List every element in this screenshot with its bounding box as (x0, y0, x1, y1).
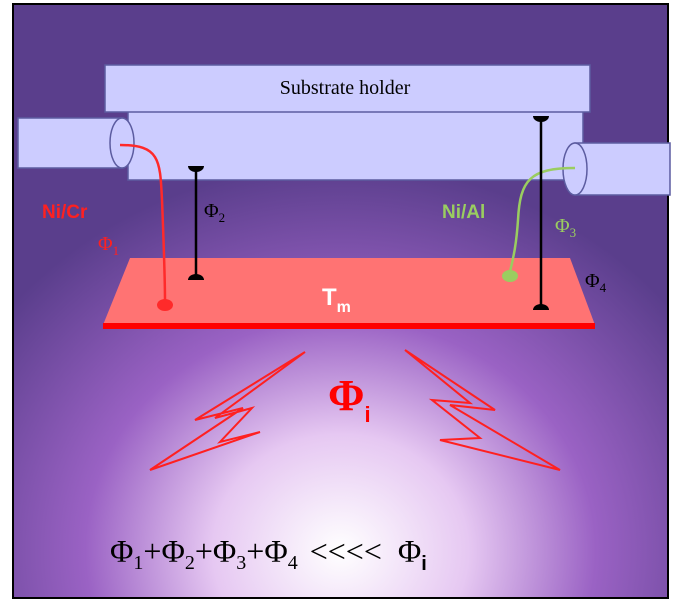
text-part: + (246, 533, 264, 569)
text-part: Φ (213, 533, 236, 569)
lightning-right (404, 349, 561, 471)
text-part: 4 (600, 280, 607, 295)
probe-4-cap (533, 116, 549, 122)
ni-al-junction (502, 270, 518, 282)
ni-cr-junction (157, 299, 173, 311)
ni-cr-wire (119, 143, 167, 303)
text-part: 3 (236, 552, 246, 574)
equation: Φ1+Φ2+Φ3+Φ4 <<<< Φi (110, 533, 427, 575)
text-part: 4 (288, 552, 298, 574)
flux-4: Φ4 (585, 270, 607, 295)
plate (103, 258, 595, 325)
lightning-left (149, 351, 306, 471)
probe-2-foot (188, 274, 204, 280)
ni-al-label: Ni/Al (442, 202, 485, 223)
text-part: Φ (204, 200, 219, 222)
ni-cr-label: Ni/Cr (42, 202, 88, 223)
text-part: <<<< (310, 533, 382, 569)
flux-1: Φ1 (98, 233, 119, 258)
left-cylinder (17, 117, 123, 169)
text-part: Φ (585, 270, 600, 292)
text-part: Φ (161, 533, 184, 569)
holder-label: Substrate holder (280, 77, 411, 99)
text-part: T (322, 284, 337, 311)
substrate-holder (104, 64, 591, 113)
text-part: m (337, 299, 351, 316)
ni-al-wire (508, 166, 576, 273)
text-part: Φ (328, 371, 364, 420)
text-part: Φ (398, 533, 421, 569)
probe-4-foot (533, 304, 549, 310)
text-part: 2 (185, 552, 195, 574)
incident-flux: Φi (328, 371, 371, 427)
text-part: Φ (110, 533, 133, 569)
text-part: i (364, 402, 370, 427)
flux-3: Φ3 (555, 215, 576, 240)
right-cylinder (574, 142, 671, 196)
text-part: 1 (113, 243, 120, 258)
text-part: 3 (570, 225, 577, 240)
text-part: + (195, 533, 213, 569)
text-part: Φ (98, 233, 113, 255)
tube (127, 109, 584, 181)
text-part: 1 (133, 552, 143, 574)
text-part: 2 (219, 210, 226, 225)
flux-2: Φ2 (204, 200, 225, 225)
text-part: Φ (555, 215, 570, 237)
probe-2-cap (188, 166, 204, 172)
text-part: i (421, 553, 427, 575)
text-part: + (143, 533, 161, 569)
text-part: Φ (264, 533, 287, 569)
plate-temperature: Tm (322, 284, 351, 316)
left-cylinder-end (109, 117, 135, 169)
